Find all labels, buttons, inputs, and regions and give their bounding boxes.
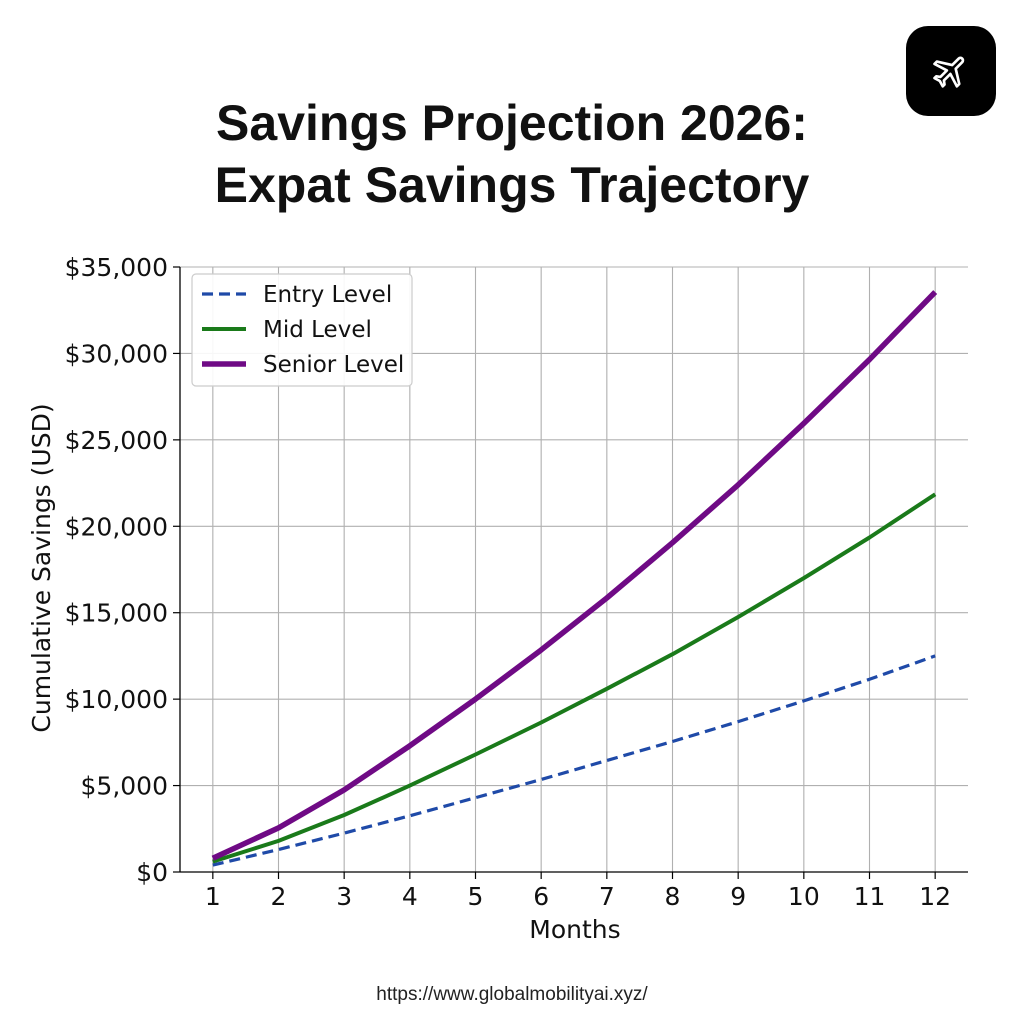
x-tick-label: 4 <box>402 882 418 911</box>
y-tick-label: $35,000 <box>65 253 168 282</box>
logo-badge <box>906 26 996 116</box>
y-tick-label: $0 <box>136 858 168 887</box>
series-line-1 <box>212 492 937 864</box>
series-layer <box>211 290 938 867</box>
y-tick-label: $15,000 <box>65 599 168 628</box>
x-tick-label: 10 <box>788 882 820 911</box>
y-tick-label: $25,000 <box>65 426 168 455</box>
chart-title: Savings Projection 2026: Expat Savings T… <box>0 92 1024 216</box>
y-tick-label: $30,000 <box>65 339 168 368</box>
x-tick-label: 1 <box>205 882 221 911</box>
x-tick-label: 6 <box>533 882 549 911</box>
y-tick-label: $10,000 <box>65 685 168 714</box>
legend-label-2: Senior Level <box>263 352 404 378</box>
x-tick-label: 2 <box>271 882 287 911</box>
x-tick-label: 7 <box>599 882 615 911</box>
legend-box <box>191 273 413 387</box>
x-tick-label: 8 <box>665 882 681 911</box>
x-tick-label: 3 <box>336 882 352 911</box>
x-tick-label: 11 <box>854 882 886 911</box>
tick-labels: 1 2 3 4 5 6 7 8 9 10 11 12$0$5,000$10,000$15,000$20… <box>65 253 951 911</box>
footer-url: https://www.globalmobilityai.xyz/ <box>376 984 648 1005</box>
title-line-1: Savings Projection 2026: <box>216 95 808 151</box>
x-axis-label: Months <box>529 915 620 944</box>
x-tick-label: 9 <box>730 882 746 911</box>
legend-label-1: Mid Level <box>263 317 372 343</box>
title-line-2: Expat Savings Trajectory <box>214 157 810 213</box>
series-line-2 <box>211 290 938 861</box>
legend: Entry Level Mid Level Senior Level <box>191 273 413 387</box>
y-tick-label: $5,000 <box>81 772 168 801</box>
y-tick-label: $20,000 <box>65 512 168 541</box>
axes <box>173 266 968 879</box>
y-axis-label: Cumulative Savings (USD) <box>27 403 56 732</box>
airplane-icon <box>933 56 965 88</box>
x-tick-label: 5 <box>468 882 484 911</box>
series-line-0 <box>212 654 936 867</box>
x-tick-label: 12 <box>919 882 951 911</box>
legend-label-0: Entry Level <box>263 282 392 308</box>
